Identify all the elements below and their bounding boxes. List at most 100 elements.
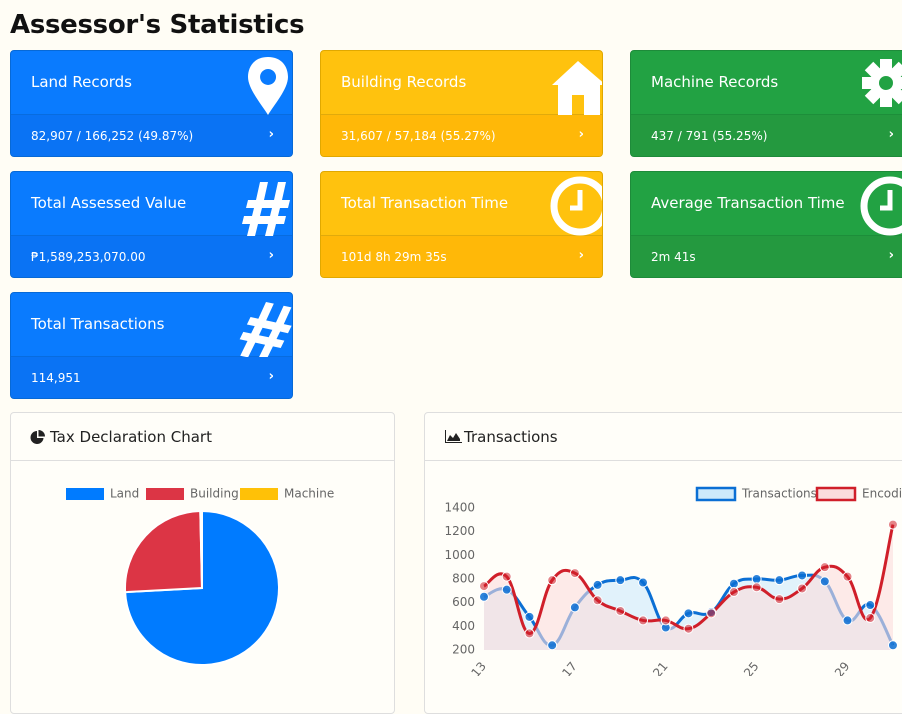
chevron: › — [268, 248, 274, 263]
data-point — [842, 571, 853, 582]
card-value: 2m 41s — [651, 250, 696, 264]
data-point — [524, 628, 535, 639]
card-icon — [242, 182, 290, 240]
x-tick-label: Sep 13 — [451, 659, 489, 676]
card-header: Total Assessed Value — [11, 172, 292, 240]
data-point — [774, 594, 785, 605]
data-point — [865, 600, 876, 611]
data-point — [819, 576, 830, 587]
legend-swatch — [695, 486, 737, 502]
chevron: › — [578, 127, 584, 142]
data-point — [638, 577, 649, 588]
data-point — [887, 519, 898, 530]
pie-slice — [124, 509, 204, 594]
y-tick-label: 1400 — [444, 501, 475, 515]
card-footer: 114,951 › — [11, 357, 292, 398]
stat-card: Building Records 31,607 / 57,184 (55.27%)… — [320, 50, 603, 157]
card-header: Machine Records — [631, 51, 902, 115]
data-point — [819, 562, 830, 573]
card-footer: 101d 8h 29m 35s › — [321, 236, 602, 277]
data-point — [706, 608, 717, 619]
x-tick-label: Sep 17 — [542, 659, 580, 676]
data-point — [479, 591, 489, 602]
data-point — [887, 640, 898, 651]
charts: Land Building Machine 200 400 600 800 1000 1200 1… — [66, 486, 902, 676]
card-icon — [550, 176, 602, 236]
card-title: Total Assessed Value — [31, 194, 187, 212]
data-point — [683, 623, 694, 634]
data-point — [569, 602, 580, 613]
card-footer: 2m 41s › — [631, 236, 902, 277]
data-point — [501, 571, 512, 582]
area-fill — [484, 524, 893, 650]
legend-label: Land — [110, 487, 139, 501]
pie-slice — [199, 509, 203, 589]
legend-label: Encoding — [862, 487, 902, 501]
data-point — [660, 615, 671, 626]
data-point — [842, 615, 853, 626]
data-point — [865, 613, 876, 624]
chevron: › — [888, 248, 894, 263]
data-point — [751, 574, 762, 584]
pie-icon — [30, 430, 45, 444]
y-tick-label: 1000 — [444, 548, 475, 562]
panel-header: Tax Declaration Chart — [11, 413, 394, 461]
card-footer: ₱1,589,253,070.00 › — [11, 236, 292, 277]
stat-card: Machine Records 437 / 791 (55.25%) › — [630, 50, 902, 157]
x-tick-label: Sep 25 — [724, 659, 762, 676]
y-tick-label: 200 — [452, 643, 475, 657]
legend-label: Building — [190, 487, 239, 501]
data-point — [547, 640, 558, 651]
stat-card: Average Transaction Time 2m 41s › — [630, 171, 902, 278]
panel-title: Tax Declaration Chart — [50, 428, 212, 446]
card-header: Total Transaction Time — [321, 172, 602, 236]
page: Assessor's Statistics Land Records 82,907… — [10, 10, 902, 714]
card-header: Building Records — [321, 51, 602, 115]
data-point — [797, 583, 808, 594]
y-tick-label: 600 — [452, 595, 475, 609]
x-tick-label: Sep 21 — [633, 659, 671, 676]
x-tick-label: Sep 29 — [815, 659, 853, 676]
panel-header: Transactions — [425, 413, 902, 461]
area-icon — [445, 430, 462, 443]
legend-swatch — [66, 488, 104, 500]
data-point — [683, 608, 694, 619]
card-value: 437 / 791 (55.25%) — [651, 129, 768, 143]
legend-swatch — [815, 486, 857, 502]
stat-card: Land Records 82,907 / 166,252 (49.87%) › — [10, 50, 293, 157]
legend-swatch — [240, 488, 278, 500]
data-point — [592, 579, 603, 590]
chevron: › — [268, 369, 274, 384]
legend-label: Machine — [284, 487, 334, 501]
card-footer: 82,907 / 166,252 (49.87%) › — [11, 115, 292, 156]
card-title: Total Transaction Time — [341, 194, 509, 212]
chevron: › — [578, 248, 584, 263]
card-header: Total Transactions — [11, 293, 292, 362]
y-tick-label: 800 — [452, 572, 475, 586]
card-footer: 31,607 / 57,184 (55.27%) › — [321, 115, 602, 156]
card-value: 101d 8h 29m 35s — [341, 250, 447, 264]
stat-card: Total Transactions 114,951 › — [10, 292, 293, 399]
legend-label: Transactions — [741, 487, 817, 501]
card-title: Average Transaction Time — [651, 194, 845, 212]
card-header: Land Records — [11, 51, 292, 115]
data-point — [751, 582, 762, 593]
chevron: › — [888, 127, 894, 142]
card-icon — [248, 57, 288, 115]
card-icon — [862, 59, 902, 107]
data-point — [728, 578, 739, 589]
y-tick-label: 400 — [452, 619, 475, 633]
card-footer: 437 / 791 (55.25%) › — [631, 115, 902, 156]
card-title: Land Records — [31, 73, 132, 91]
card-value: 114,951 — [31, 371, 81, 385]
data-point — [501, 584, 512, 595]
data-point — [547, 575, 558, 586]
data-point — [774, 575, 785, 586]
card-header: Average Transaction Time — [631, 172, 902, 236]
data-point — [479, 581, 489, 592]
card-title: Total Transactions — [31, 315, 165, 333]
data-point — [615, 575, 626, 586]
card-icon — [552, 61, 602, 115]
panel-title: Transactions — [464, 428, 558, 446]
data-point — [592, 595, 603, 606]
